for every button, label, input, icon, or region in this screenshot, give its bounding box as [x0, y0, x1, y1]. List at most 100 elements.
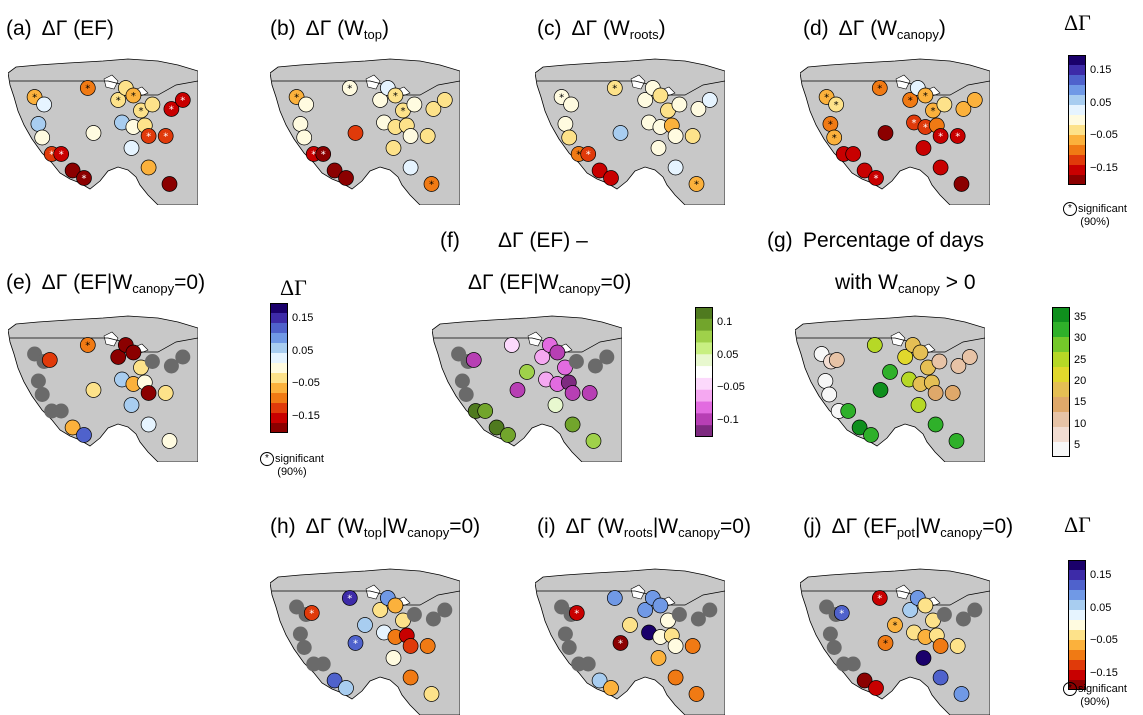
significance-marker: * — [828, 120, 833, 131]
site-marker — [585, 433, 602, 449]
significance-marker: * — [877, 84, 882, 95]
site-marker — [144, 354, 160, 369]
site-marker — [948, 433, 965, 449]
panel-title-part: (b) — [270, 17, 296, 40]
site-marker — [652, 597, 669, 614]
site-marker — [292, 116, 309, 132]
site-marker — [910, 397, 927, 413]
site-marker — [591, 162, 608, 179]
significance-marker: * — [32, 93, 37, 104]
colorbar-tick-label: 10 — [1074, 417, 1087, 430]
colorbar-dg3 — [1068, 560, 1086, 690]
site-marker — [140, 416, 157, 433]
colorbar-tick-label: −0.05 — [1090, 129, 1118, 142]
site-marker — [872, 382, 889, 398]
site-marker — [296, 129, 313, 146]
site-marker — [949, 638, 966, 654]
site-marker — [36, 96, 52, 113]
colorbar-swatch — [1068, 65, 1086, 76]
colorbar-swatch — [270, 393, 288, 404]
significance-marker: * — [321, 150, 326, 161]
panel-title-part: top — [363, 27, 382, 42]
colorbar-swatch — [1052, 412, 1070, 428]
significance-marker: * — [85, 84, 90, 95]
significance-legend: * significant (90%) — [1063, 202, 1127, 228]
site-marker — [157, 385, 174, 401]
site-marker — [826, 129, 843, 146]
site-marker — [690, 611, 706, 627]
site-marker — [955, 101, 972, 117]
site-marker — [650, 140, 667, 156]
site-marker — [563, 96, 579, 113]
colorbar-swatch — [1068, 620, 1086, 631]
colorbar-tick-label: 0.1 — [717, 316, 733, 329]
site-marker — [298, 96, 314, 113]
panel-title-part: |W — [652, 515, 679, 538]
significance-marker: * — [923, 123, 928, 134]
colorbar-tick-label: 15 — [1074, 396, 1087, 409]
site-marker — [637, 92, 654, 108]
site-marker — [477, 403, 494, 419]
site-marker — [34, 129, 51, 146]
site-marker — [671, 607, 687, 622]
site-marker — [30, 373, 46, 389]
panel-title-part: (j) — [803, 515, 822, 538]
site-marker — [912, 344, 929, 361]
site-marker — [833, 605, 850, 621]
site-marker — [599, 349, 615, 365]
map-panel-d: ******* *** ** * — [800, 58, 990, 205]
site-marker — [690, 101, 707, 117]
colorbar-swatch — [1068, 580, 1086, 591]
site-marker — [372, 92, 389, 108]
colorbar-tick-label: −0.05 — [717, 381, 745, 394]
panel-title-part: (a) — [6, 17, 32, 40]
panel-title-part: (d) — [803, 17, 829, 40]
site-marker — [967, 602, 983, 618]
colorbar-swatch — [695, 354, 713, 367]
site-marker — [882, 364, 898, 380]
map-panel-c: * * * * * — [535, 58, 725, 205]
colorbar-swatch — [695, 366, 713, 379]
site-marker — [387, 87, 404, 104]
colorbar-swatch — [1052, 337, 1070, 353]
colorbar-swatch — [270, 383, 288, 394]
panel-title-part: canopy — [678, 525, 721, 540]
panel-title-d: (d) ΔΓ (Wcanopy) — [803, 18, 946, 41]
site-marker — [845, 656, 861, 672]
colorbar-frame — [270, 303, 288, 433]
significance-level: (90%) — [1080, 216, 1110, 228]
colorbar-frame — [1052, 307, 1070, 457]
site-marker — [915, 140, 932, 156]
site-marker — [503, 337, 520, 353]
panel-title-part: =0) — [982, 515, 1014, 538]
colorbar-frame — [695, 307, 713, 437]
colorbar-title: ΔΓ — [1064, 10, 1091, 35]
site-marker — [402, 638, 419, 654]
site-marker — [488, 419, 505, 436]
panel-title-part: |W — [382, 515, 408, 538]
panel-title-part: with W — [835, 271, 898, 294]
significance-marker: * — [912, 118, 917, 129]
site-marker — [961, 349, 978, 365]
significance-marker: * — [49, 150, 54, 161]
site-marker — [372, 602, 389, 618]
site-marker — [125, 87, 142, 104]
colorbar-swatch — [270, 343, 288, 354]
significance-marker: * — [82, 174, 87, 185]
panel-title-part: ΔΓ (W — [838, 17, 897, 40]
colorbar-swatch — [1052, 322, 1070, 338]
panel-label-f: (f) — [440, 229, 460, 252]
significance-marker: * — [923, 91, 928, 102]
site-marker — [887, 617, 903, 633]
site-marker — [326, 672, 343, 689]
panel-title-b: (b) ΔΓ (Wtop) — [270, 18, 389, 41]
site-marker — [688, 686, 705, 702]
colorbar-tick-label: 25 — [1074, 353, 1087, 366]
colorbar-swatch — [695, 342, 713, 355]
colorbar-tick-label: 0.05 — [1090, 601, 1112, 614]
significance-marker: * — [180, 96, 185, 107]
site-marker — [315, 656, 331, 672]
site-marker — [863, 427, 879, 443]
site-marker — [292, 626, 308, 642]
site-marker — [828, 352, 845, 368]
